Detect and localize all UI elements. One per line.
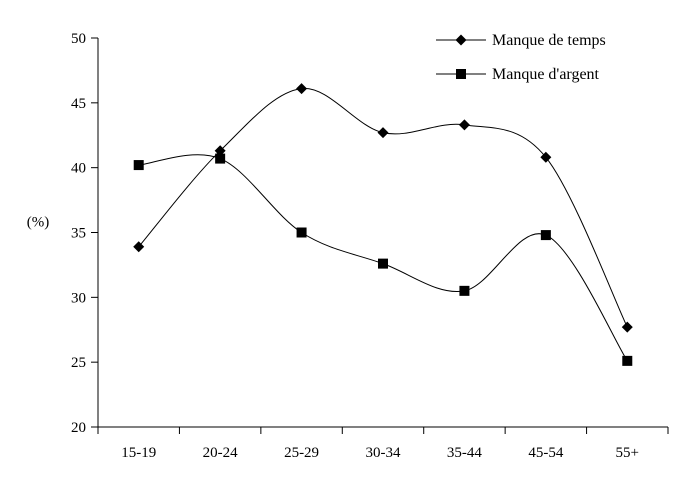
series-line	[138, 88, 628, 328]
series-manque-de-temps	[133, 83, 633, 333]
square-marker	[378, 258, 388, 269]
square-marker	[133, 160, 144, 171]
y-tick-label: 30	[71, 290, 86, 306]
x-tick-label: 25-29	[284, 445, 319, 461]
x-tick-label: 55+	[616, 445, 639, 461]
diamond-marker	[540, 151, 552, 163]
y-axis-label: (%)	[27, 215, 50, 231]
x-tick-label: 15-19	[121, 445, 156, 461]
series-line	[138, 154, 628, 362]
square-marker	[296, 227, 307, 238]
square-marker	[459, 285, 470, 296]
legend-item: Manque de temps	[436, 32, 606, 49]
legend-marker	[455, 34, 467, 46]
y-tick-label: 20	[71, 420, 86, 436]
diamond-marker	[458, 119, 470, 131]
square-marker	[622, 355, 633, 366]
y-tick-label: 35	[71, 226, 86, 242]
y-tick-label: 50	[71, 31, 86, 47]
x-tick-label: 20-24	[203, 445, 238, 461]
square-marker	[215, 153, 226, 164]
diamond-marker	[296, 83, 308, 95]
y-tick-label: 40	[71, 161, 86, 177]
legend-marker	[456, 69, 466, 79]
diamond-marker	[621, 321, 633, 333]
axes	[97, 38, 668, 428]
legend-item: Manque d'argent	[436, 66, 600, 83]
legend-label: Manque d'argent	[492, 66, 600, 83]
x-tick-label: 35-44	[447, 445, 482, 461]
legend: Manque de temps Manque d'argent	[436, 32, 606, 83]
legend-label: Manque de temps	[492, 32, 606, 49]
diamond-marker	[214, 145, 226, 157]
y-ticks: 20 25 30 35 40 45 50	[71, 31, 98, 436]
series-group	[133, 83, 633, 366]
x-ticks: 15-19 20-24 25-29 30-34 35-44 45-54 55+	[97, 427, 669, 461]
x-tick-label: 30-34	[366, 445, 401, 461]
diamond-marker	[377, 127, 389, 139]
square-marker	[540, 230, 551, 241]
series-manque-d-argent	[133, 153, 633, 366]
x-tick-label: 45-54	[528, 445, 563, 461]
diamond-marker	[133, 241, 145, 253]
y-tick-label: 25	[71, 355, 86, 371]
y-tick-label: 45	[71, 96, 86, 112]
